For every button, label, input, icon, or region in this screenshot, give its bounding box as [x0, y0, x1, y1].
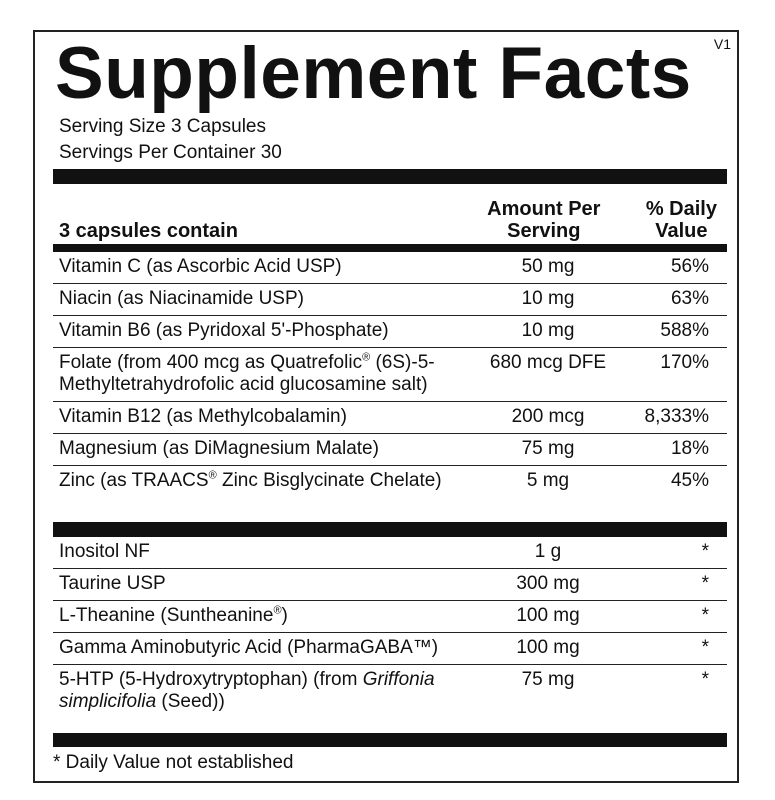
column-header: Amount Per Serving: [487, 198, 601, 242]
divider: [53, 733, 727, 747]
amount: 75 mg: [521, 438, 575, 459]
amount: 75 mg: [521, 669, 575, 690]
ingredient-name: Gamma Aminobutyric Acid (PharmaGABA™): [59, 637, 439, 658]
name-text: 5-HTP (5-Hydroxytryptophan) (from: [59, 669, 363, 690]
header-row: 3 capsules contain Amount Per Serving % …: [53, 190, 727, 242]
ingredient-name: L-Theanine (Suntheanine®): [59, 604, 288, 626]
daily-value: 18%: [670, 438, 709, 459]
table-row: L-Theanine (Suntheanine®) 100 mg *: [53, 601, 727, 633]
ingredient-name: 5-HTP (5-Hydroxytryptophan) (from Griffo…: [53, 669, 479, 713]
daily-value: *: [701, 541, 709, 562]
amount: 100 mg: [516, 605, 580, 626]
table-row: Vitamin C (as Ascorbic Acid USP) 50 mg 56%: [53, 252, 727, 284]
title: Supplement Facts: [55, 33, 692, 114]
ingredient-name: Niacin (as Niacinamide USP): [59, 288, 304, 309]
serving-size: Serving Size 3 Capsules: [59, 116, 266, 137]
nutrient-table: Vitamin C (as Ascorbic Acid USP) 50 mg 56%…: [53, 252, 727, 497]
version: V1: [713, 36, 731, 52]
servings-per-container: Servings Per Container 30: [59, 142, 282, 163]
ingredient-name: Magnesium (as DiMagnesium Malate): [59, 438, 379, 459]
daily-value: 56%: [670, 256, 709, 277]
amount: 1 g: [534, 541, 562, 562]
ingredient-name: Folate (from 400 mcg as Quatrefolic® (6S…: [59, 351, 435, 395]
amount: 200 mcg: [511, 406, 585, 427]
daily-value: *: [701, 605, 709, 626]
daily-value: 588%: [660, 320, 709, 341]
daily-value: *: [701, 637, 709, 658]
ingredient-name: Inositol NF: [59, 541, 150, 562]
amount: 100 mg: [516, 637, 580, 658]
table-row: Taurine USP 300 mg *: [53, 569, 727, 601]
table-row: Zinc (as TRAACS® Zinc Bisglycinate Chela…: [53, 466, 727, 497]
divider: [53, 244, 727, 252]
ingredient-name: Zinc (as TRAACS® Zinc Bisglycinate Chela…: [59, 469, 442, 491]
column-header: % Daily Value: [645, 198, 717, 242]
other-table: Inositol NF 1 g * Taurine USP 300 mg * L-Thean…: [53, 537, 727, 718]
table-row: Vitamin B6 (as Pyridoxal 5'-Phosphate) 10…: [53, 316, 727, 348]
ingredient-name: Vitamin B12 (as Methylcobalamin): [59, 406, 347, 427]
table-row: Vitamin B12 (as Methylcobalamin) 200 mcg 8…: [53, 402, 727, 434]
table-row: Inositol NF 1 g *: [53, 537, 727, 569]
table-row: Gamma Aminobutyric Acid (PharmaGABA™) 100…: [53, 633, 727, 665]
divider: [53, 522, 727, 537]
daily-value: 63%: [670, 288, 709, 309]
amount: 10 mg: [521, 288, 575, 309]
amount: 5 mg: [526, 470, 570, 491]
ingredient-name: Vitamin C (as Ascorbic Acid USP): [59, 256, 342, 277]
amount: 50 mg: [521, 256, 575, 277]
column-header: 3 capsules contain: [59, 220, 238, 242]
name-italic: Griffonia simplicifolia: [59, 669, 435, 712]
table-row: Magnesium (as DiMagnesium Malate) 75 mg 18…: [53, 434, 727, 466]
ingredient-name: Taurine USP: [59, 573, 166, 594]
divider: [53, 169, 727, 184]
label-box: Supplement Facts V1 Serving Size 3 Capsu…: [33, 30, 739, 783]
footnote: * Daily Value not established: [53, 752, 294, 773]
ingredient-name: Vitamin B6 (as Pyridoxal 5'-Phosphate): [59, 320, 389, 341]
name-text: (Seed)): [156, 691, 225, 712]
table-row: Niacin (as Niacinamide USP) 10 mg 63%: [53, 284, 727, 316]
daily-value: 8,333%: [644, 406, 709, 427]
table-row: 5-HTP (5-Hydroxytryptophan) (from Griffo…: [53, 665, 727, 718]
table-row: Folate (from 400 mcg as Quatrefolic® (6S…: [53, 348, 727, 402]
daily-value: *: [701, 669, 709, 690]
daily-value: *: [701, 573, 709, 594]
amount: 680 mcg DFE: [489, 352, 607, 373]
daily-value: 45%: [670, 470, 709, 491]
daily-value: 170%: [660, 352, 709, 373]
amount: 10 mg: [521, 320, 575, 341]
amount: 300 mg: [516, 573, 580, 594]
